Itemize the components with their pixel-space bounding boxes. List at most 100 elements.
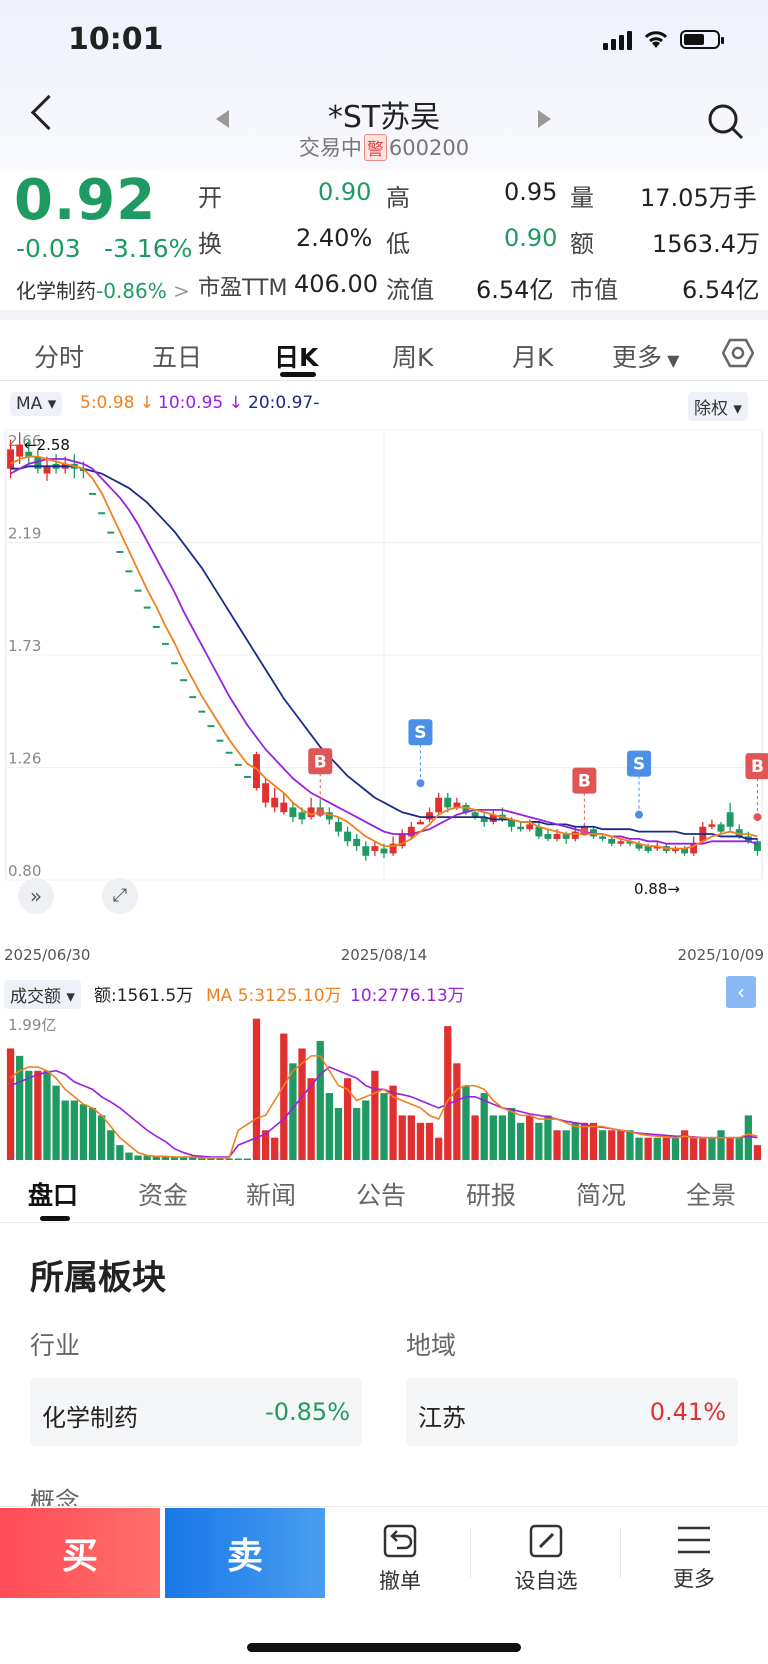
signal-dot [635,810,644,819]
candle-body [198,710,206,713]
volume-bar [298,1048,306,1160]
ma20-line [10,465,758,840]
trade-state: 交易中 [298,136,362,160]
volume-bar [34,1070,42,1160]
cancel-order-button[interactable]: 撤单 [340,1508,460,1598]
volume-bar [608,1130,616,1160]
region-name: 江苏 [418,1404,466,1432]
volume-bar [207,1157,215,1160]
volume-chart[interactable]: 1.99亿 [0,1012,768,1162]
candle-body [508,819,515,827]
max-price-label: ←2.58 [24,436,70,454]
volume-bar [380,1093,388,1160]
volume-bar [316,1041,324,1160]
amount-value: 1563.4万 [652,230,760,258]
candle-body [672,848,679,851]
search-icon[interactable] [706,102,746,142]
sub-tab-indicator [40,1216,70,1221]
volume-ma5-line [10,1055,758,1159]
candle-body [753,841,761,851]
signal-badge [308,748,333,775]
tab-daily-k[interactable]: 日K [274,343,319,372]
volume-selector[interactable]: 成交额 ▾ [4,980,81,1009]
volume-bar [16,1055,24,1160]
candle-body [626,841,634,844]
volume-bar [343,1078,352,1160]
chart-settings-icon[interactable] [722,338,754,368]
candle-body [134,589,142,592]
signal-label: S [414,723,426,743]
volume-label: 量 [570,184,594,212]
tab-announcements[interactable]: 公告 [356,1181,407,1210]
more-button[interactable]: 更多 [634,1508,754,1598]
next-stock-icon[interactable] [538,110,551,128]
volume-bar [61,1100,69,1160]
volume-bar [507,1107,516,1160]
industry-card[interactable]: 化学制药 -0.85% [30,1378,362,1446]
fullscreen-icon[interactable]: ⤢ [102,878,138,914]
signal-dot [316,808,325,817]
candle-body [526,824,534,830]
volume-selector-label: 成交额 [10,987,61,1007]
tab-fund[interactable]: 资金 [138,1181,189,1210]
volume-bar [234,1158,242,1160]
stock-code: 600200 [388,136,470,160]
market-cap-value: 6.54亿 [682,276,760,304]
collapse-panel-icon[interactable]: ‹ [726,976,756,1008]
volume-bar [79,1104,88,1160]
candle-body [389,843,397,854]
warning-badge: 警 [363,134,387,161]
candle-body [116,550,124,553]
signal-badge [572,767,597,794]
expand-left-icon[interactable]: » [18,878,54,914]
candle-body [307,807,315,818]
candle-body [435,797,443,813]
volume-bar [389,1085,397,1160]
volume-bar [353,1107,361,1160]
tab-weekly-k[interactable]: 周K [392,343,434,372]
volume-bar [453,1063,461,1160]
volume-bar [726,1137,734,1160]
tab-five-day[interactable]: 五日 [152,343,203,372]
volume-bar [88,1107,97,1160]
prev-stock-icon[interactable] [216,110,229,128]
tab-research[interactable]: 研报 [466,1181,517,1210]
signal-dot [580,827,589,836]
buy-button[interactable]: 买 [0,1508,160,1598]
sell-button[interactable]: 卖 [165,1508,325,1598]
tab-intraday[interactable]: 分时 [34,343,85,372]
candle-body [653,846,661,849]
volume-bar [97,1115,106,1160]
tab-orderbook[interactable]: 盘口 [28,1181,79,1210]
home-indicator [247,1643,521,1652]
ma-selector[interactable]: MA ▾ [10,392,63,416]
volume-bar [571,1122,579,1160]
candle-body [216,739,224,742]
y-tick-label: 2.19 [8,525,41,543]
candle-body [644,846,652,851]
tab-profile[interactable]: 简况 [576,1181,627,1210]
volume-bar [25,1070,33,1160]
candle-body [489,814,497,822]
sector-link[interactable]: 化学制药-0.86% > [16,279,190,303]
sector-section-title: 所属板块 [30,1258,166,1298]
adjust-selector[interactable]: 除权 ▾ [688,392,748,421]
region-card[interactable]: 江苏 0.41% [406,1378,738,1446]
candle-body [43,466,51,474]
tab-monthly-k[interactable]: 月K [512,343,554,372]
price-change-pct: -3.16% [104,234,193,263]
add-watchlist-button[interactable]: 设自选 [486,1508,606,1598]
tab-news[interactable]: 新闻 [246,1181,297,1210]
tab-more[interactable]: 更多 ▼ [612,343,680,372]
active-tab-indicator [280,372,316,377]
sector-change: -0.86% [96,279,167,303]
signal-label: B [314,752,327,772]
volume-bar [70,1100,78,1160]
volume-value: 17.05万手 [640,184,757,212]
tab-overview[interactable]: 全景 [686,1181,737,1210]
candle-body [253,754,260,789]
x-label-end: 2025/10/09 [678,946,764,964]
candle-body [362,846,370,856]
candle-body [471,812,479,818]
